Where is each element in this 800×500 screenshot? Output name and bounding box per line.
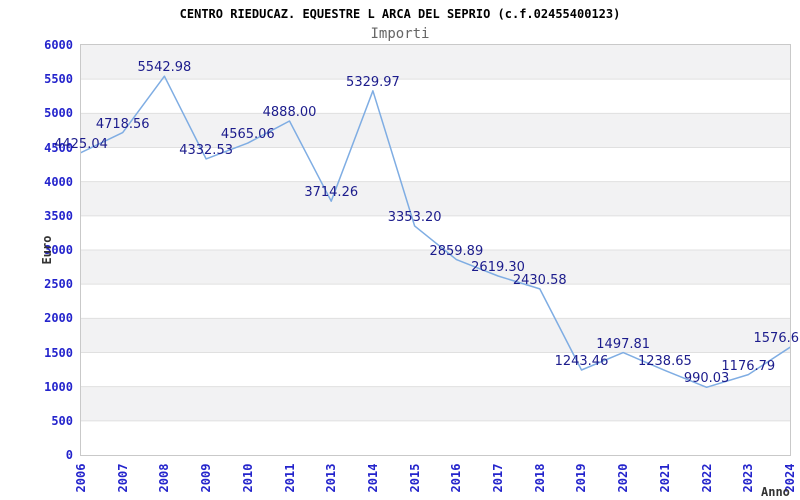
plot-band	[81, 250, 790, 285]
plot-band	[81, 386, 790, 421]
plot-band	[81, 284, 790, 319]
x-axis-title: Anno	[761, 485, 790, 499]
y-axis-tick-label: 2500	[44, 277, 73, 292]
chart-title: CENTRO RIEDUCAZ. EQUESTRE L ARCA DEL SEP…	[179, 7, 621, 21]
y-axis-tick-label: 4500	[44, 140, 73, 155]
chart-subtitle: Importi	[370, 26, 430, 42]
plot-band	[81, 113, 790, 148]
y-axis-tick-label: 5000	[44, 106, 73, 121]
plot-area	[80, 44, 791, 456]
x-axis-tick-label: 2009	[199, 463, 214, 493]
x-axis-tick-label: 2008	[157, 463, 172, 493]
y-axis-tick-label: 1000	[44, 379, 73, 394]
plot-band	[81, 420, 790, 455]
x-axis-tick-label: 2015	[407, 463, 422, 493]
x-axis-tick-label: 2007	[115, 463, 130, 493]
plot-band	[81, 215, 790, 250]
x-axis-tick-label: 2018	[532, 463, 547, 493]
plot-band	[81, 45, 790, 80]
plot-band	[81, 181, 790, 216]
x-axis-tick-label: 2019	[574, 463, 589, 493]
y-axis-tick-label: 1500	[44, 345, 73, 360]
data-line	[81, 75, 790, 389]
x-axis-tick-label: 2011	[282, 463, 297, 493]
x-axis-tick-label: 2006	[74, 463, 88, 493]
x-axis-tick-label: 2017	[491, 463, 506, 493]
plot-band	[81, 318, 790, 353]
y-axis-tick-label: 500	[51, 413, 73, 428]
plot-band	[81, 147, 790, 182]
x-axis-tick-label: 2023	[741, 463, 756, 493]
y-axis-tick-label: 0	[65, 448, 73, 462]
x-axis-tick-label: 2014	[365, 463, 380, 493]
plot-band	[81, 352, 790, 387]
x-axis-tick-label: 2020	[616, 463, 631, 493]
y-axis-tick-label: 2000	[44, 311, 73, 326]
x-axis-tick-label: 2010	[240, 463, 255, 493]
line-series-svg	[81, 45, 790, 455]
y-axis-tick-label: 5500	[44, 72, 73, 87]
x-axis-tick-label: 2016	[449, 463, 464, 493]
y-axis-tick-label: 4000	[44, 174, 73, 189]
y-axis-tick-label: 3500	[44, 208, 73, 223]
x-axis-tick-label: 2013	[324, 463, 339, 493]
x-axis-tick-label: 2022	[699, 463, 714, 493]
x-axis-tick-label: 2021	[657, 463, 672, 493]
y-axis-title: Euro	[40, 235, 54, 265]
y-axis-tick-label: 3000	[44, 243, 73, 257]
plot-band	[81, 79, 790, 114]
